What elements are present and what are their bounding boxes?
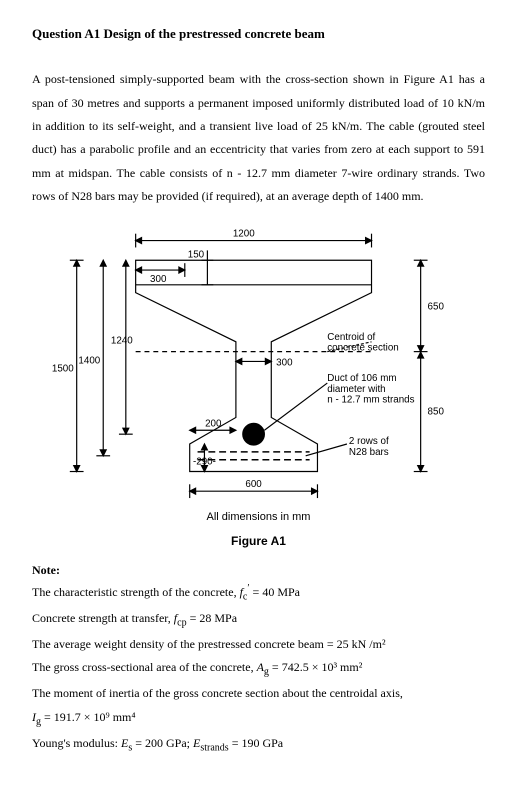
note-line-4: The gross cross-sectional area of the co… bbox=[32, 656, 485, 682]
label-bars-1: 2 rows of bbox=[349, 436, 389, 447]
dim-1240: 1240 bbox=[111, 336, 133, 347]
note-line-6: Ig = 191.7 × 10⁹ mm⁴ bbox=[32, 706, 485, 732]
label-bars-2: N28 bars bbox=[349, 447, 389, 458]
figure-a1: 1200 300 150 650 850 1500 1400 1240 300 … bbox=[32, 216, 485, 550]
figure-dims-note: All dimensions in mm bbox=[32, 509, 485, 526]
figure-caption: Figure A1 bbox=[32, 532, 485, 551]
dim-web-300: 300 bbox=[276, 358, 293, 369]
dim-300-top: 300 bbox=[150, 274, 167, 285]
note-line-7: Young's modulus: Es = 200 GPa; Estrands … bbox=[32, 732, 485, 758]
note-line-1: The characteristic strength of the concr… bbox=[32, 579, 485, 607]
dim-650: 650 bbox=[428, 302, 445, 313]
page-title: Question A1 Design of the prestressed co… bbox=[32, 24, 485, 44]
label-duct-2: diameter with bbox=[327, 384, 385, 395]
cross-section-diagram: 1200 300 150 650 850 1500 1400 1240 300 … bbox=[32, 216, 485, 501]
dim-150: 150 bbox=[188, 250, 205, 261]
note-heading: Note: bbox=[32, 561, 485, 580]
dim-1400: 1400 bbox=[78, 356, 100, 367]
duct-icon bbox=[243, 424, 265, 446]
dim-850: 850 bbox=[428, 407, 445, 418]
label-duct-1: Duct of 106 mm bbox=[327, 374, 396, 385]
dim-600: 600 bbox=[245, 480, 262, 491]
note-line-3: The average weight density of the prestr… bbox=[32, 633, 485, 656]
dim-1500: 1500 bbox=[52, 364, 74, 375]
dim-290: -290- bbox=[193, 457, 216, 468]
label-duct-3: n - 12.7 mm strands bbox=[327, 395, 414, 406]
dim-1200: 1200 bbox=[233, 229, 255, 240]
label-centroid-1: Centroid of bbox=[327, 332, 375, 343]
note-line-5: The moment of inertia of the gross concr… bbox=[32, 682, 485, 705]
label-centroid-2: concrete section bbox=[327, 343, 398, 354]
dim-200: 200 bbox=[205, 419, 222, 430]
note-line-2: Concrete strength at transfer, fcp = 28 … bbox=[32, 607, 485, 633]
problem-paragraph: A post-tensioned simply-supported beam w… bbox=[32, 68, 485, 208]
